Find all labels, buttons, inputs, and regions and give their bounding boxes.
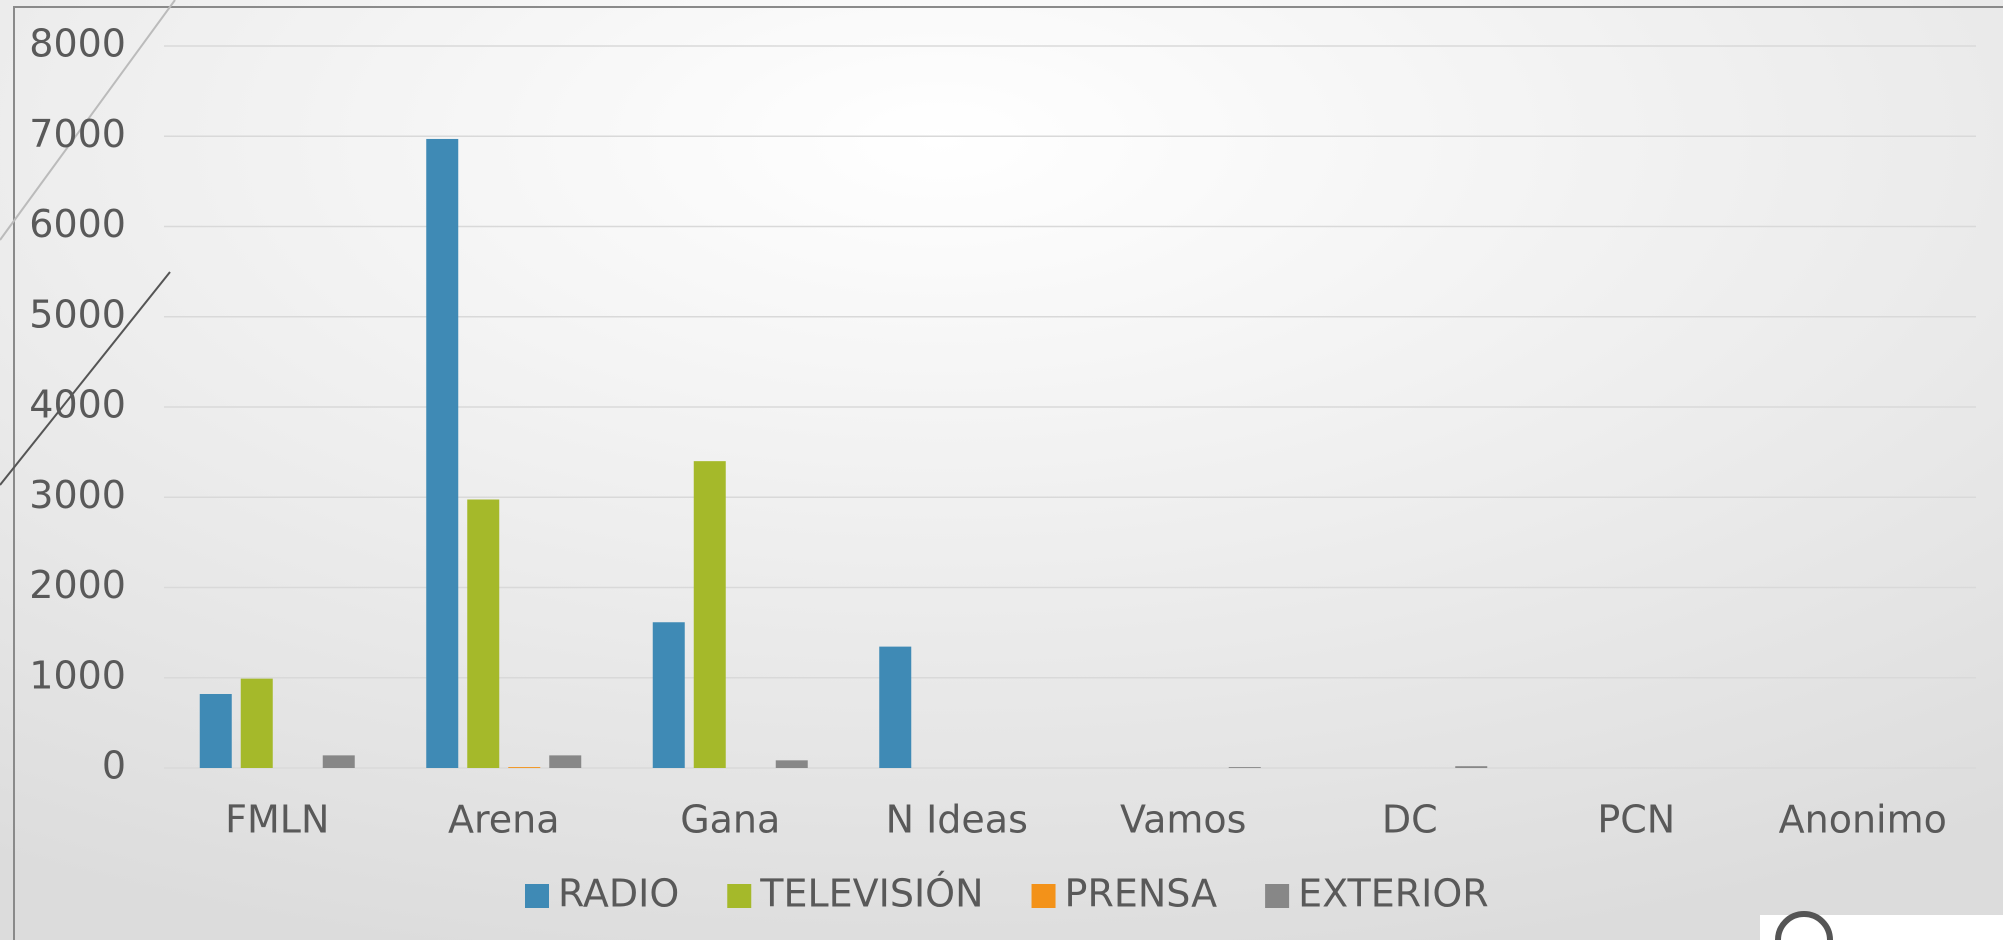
x-tick-label: PCN — [1597, 798, 1675, 842]
y-tick-label: 3000 — [29, 473, 126, 517]
legend-swatch — [1265, 884, 1290, 908]
y-tick-label: 7000 — [29, 112, 126, 156]
bar — [322, 755, 355, 768]
bar — [775, 760, 808, 768]
legend-swatch — [1031, 884, 1056, 908]
y-tick-label: 0 — [102, 744, 126, 788]
y-tick-label: 8000 — [29, 22, 126, 66]
legend-label: RADIO — [558, 872, 679, 916]
plot: 0 1000 2000 3000 4000 5000 6000 7000 8000 FMLN Are… — [29, 22, 1976, 916]
frame — [13, 6, 2003, 940]
y-tick-label: 4000 — [29, 383, 126, 427]
bar — [1228, 767, 1261, 768]
legend-label: EXTERIOR — [1298, 872, 1489, 916]
bar — [879, 646, 912, 768]
y-tick-label: 1000 — [29, 653, 126, 697]
decor-line — [0, 0, 176, 241]
legend-swatch — [727, 884, 752, 908]
y-tick-label: 6000 — [29, 202, 126, 246]
legend-swatch — [525, 884, 549, 908]
bar — [508, 767, 541, 768]
y-tick-label: 5000 — [29, 292, 126, 336]
bar — [467, 499, 500, 768]
x-tick-label: DC — [1382, 798, 1438, 842]
x-tick-label: N Ideas — [886, 798, 1028, 842]
bar — [426, 138, 459, 768]
y-tick-label: 2000 — [29, 563, 126, 607]
bar — [652, 622, 685, 768]
logo — [1775, 911, 1833, 940]
x-tick-label: Vamos — [1120, 798, 1246, 842]
logo-box — [1760, 915, 2003, 940]
legend-label: PRENSA — [1065, 872, 1218, 916]
bar — [199, 693, 232, 768]
decor-line — [0, 271, 171, 486]
bar — [240, 678, 273, 768]
x-tick-label: Anonimo — [1779, 798, 1947, 842]
bar — [549, 755, 582, 768]
legend-label: TELEVISIÓN — [759, 872, 983, 916]
bar — [1455, 766, 1488, 768]
x-tick-label: Arena — [448, 798, 560, 842]
bar — [693, 461, 726, 768]
x-tick-label: Gana — [680, 798, 780, 842]
x-tick-label: FMLN — [225, 798, 329, 842]
